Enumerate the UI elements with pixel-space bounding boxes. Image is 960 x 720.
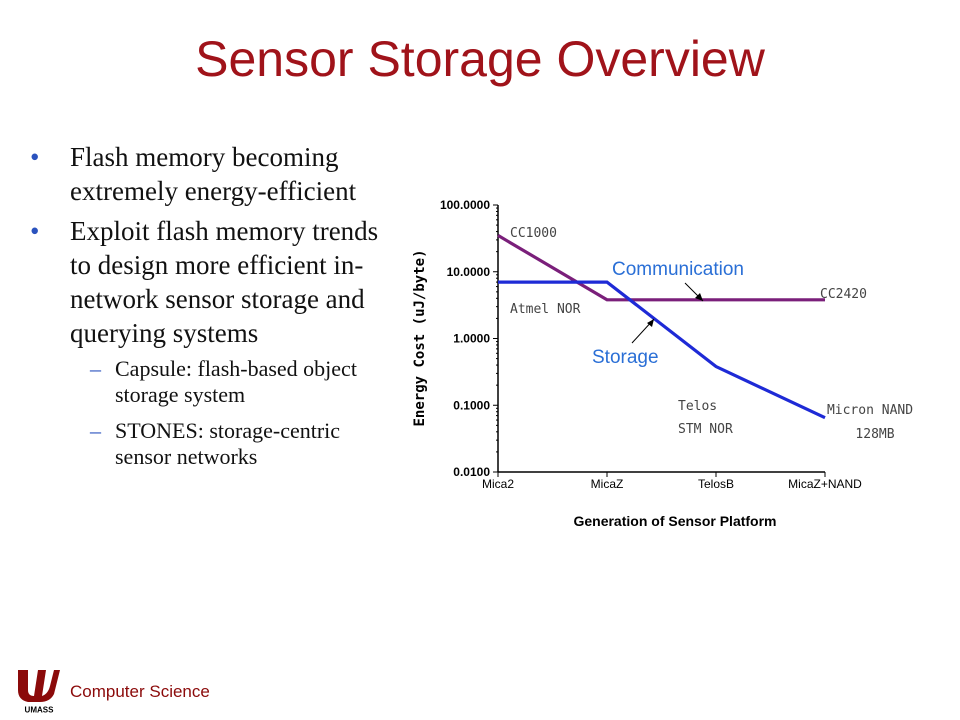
- communication-arrowhead: [695, 293, 703, 301]
- y-tick-label: 10.0000: [447, 265, 491, 279]
- annotation-micron-nand: Micron NAND: [827, 403, 913, 418]
- y-tick-label: 1.0000: [453, 332, 490, 346]
- sub-bullet-dash: –: [90, 356, 101, 381]
- bullet-text: Flash memory becoming extremely energy-e…: [70, 142, 357, 206]
- storage-callout: Storage: [592, 347, 659, 368]
- logo-text: UMASS: [25, 706, 55, 715]
- bullet-item: • Flash memory becoming extremely energy…: [30, 140, 400, 208]
- sub-bullet-text: Capsule: flash-based object storage syst…: [115, 356, 357, 407]
- x-tick-label: MicaZ+NAND: [788, 477, 862, 491]
- sub-bullet-dash: –: [90, 418, 101, 443]
- annotation-128mb: 128MB: [855, 427, 894, 442]
- x-tick-label: Mica2: [482, 477, 514, 491]
- communication-callout: Communication: [612, 259, 744, 280]
- umass-logo: UMASS: [16, 670, 62, 715]
- y-axis-label: Energy Cost (uJ/byte): [412, 249, 428, 426]
- y-tick-label: 0.0100: [453, 465, 490, 479]
- bullet-item: • Exploit flash memory trends to design …: [30, 214, 400, 350]
- annotation-telos: Telos: [678, 399, 717, 414]
- y-tick-label: 100.0000: [440, 198, 490, 212]
- slide-title: Sensor Storage Overview: [195, 31, 765, 87]
- x-axis-label: Generation of Sensor Platform: [573, 513, 776, 529]
- y-tick-label: 0.1000: [453, 398, 490, 412]
- storage-arrowhead: [647, 319, 654, 327]
- sub-bullet-item: – STONES: storage-centric sensor network…: [30, 418, 400, 470]
- series-line-storage: [498, 280, 826, 420]
- footer-label: Computer Science: [70, 682, 210, 701]
- bullet-dot: •: [30, 142, 40, 172]
- bullet-list: • Flash memory becoming extremely energy…: [30, 140, 400, 480]
- annotation-stm-nor: STM NOR: [678, 422, 733, 437]
- x-tick-label: TelosB: [698, 477, 734, 491]
- annotation-cc1000: CC1000: [510, 226, 557, 241]
- series-line-communication: [497, 234, 825, 302]
- bullet-text: Exploit flash memory trends to design mo…: [70, 216, 379, 348]
- x-tick-label: MicaZ: [591, 477, 624, 491]
- annotation-atmel-nor: Atmel NOR: [510, 302, 581, 317]
- annotation-cc2420: CC2420: [820, 287, 867, 302]
- bullet-dot: •: [30, 216, 40, 246]
- sub-bullet-text: STONES: storage-centric sensor networks: [115, 418, 341, 469]
- sub-bullet-item: – Capsule: flash-based object storage sy…: [30, 356, 400, 408]
